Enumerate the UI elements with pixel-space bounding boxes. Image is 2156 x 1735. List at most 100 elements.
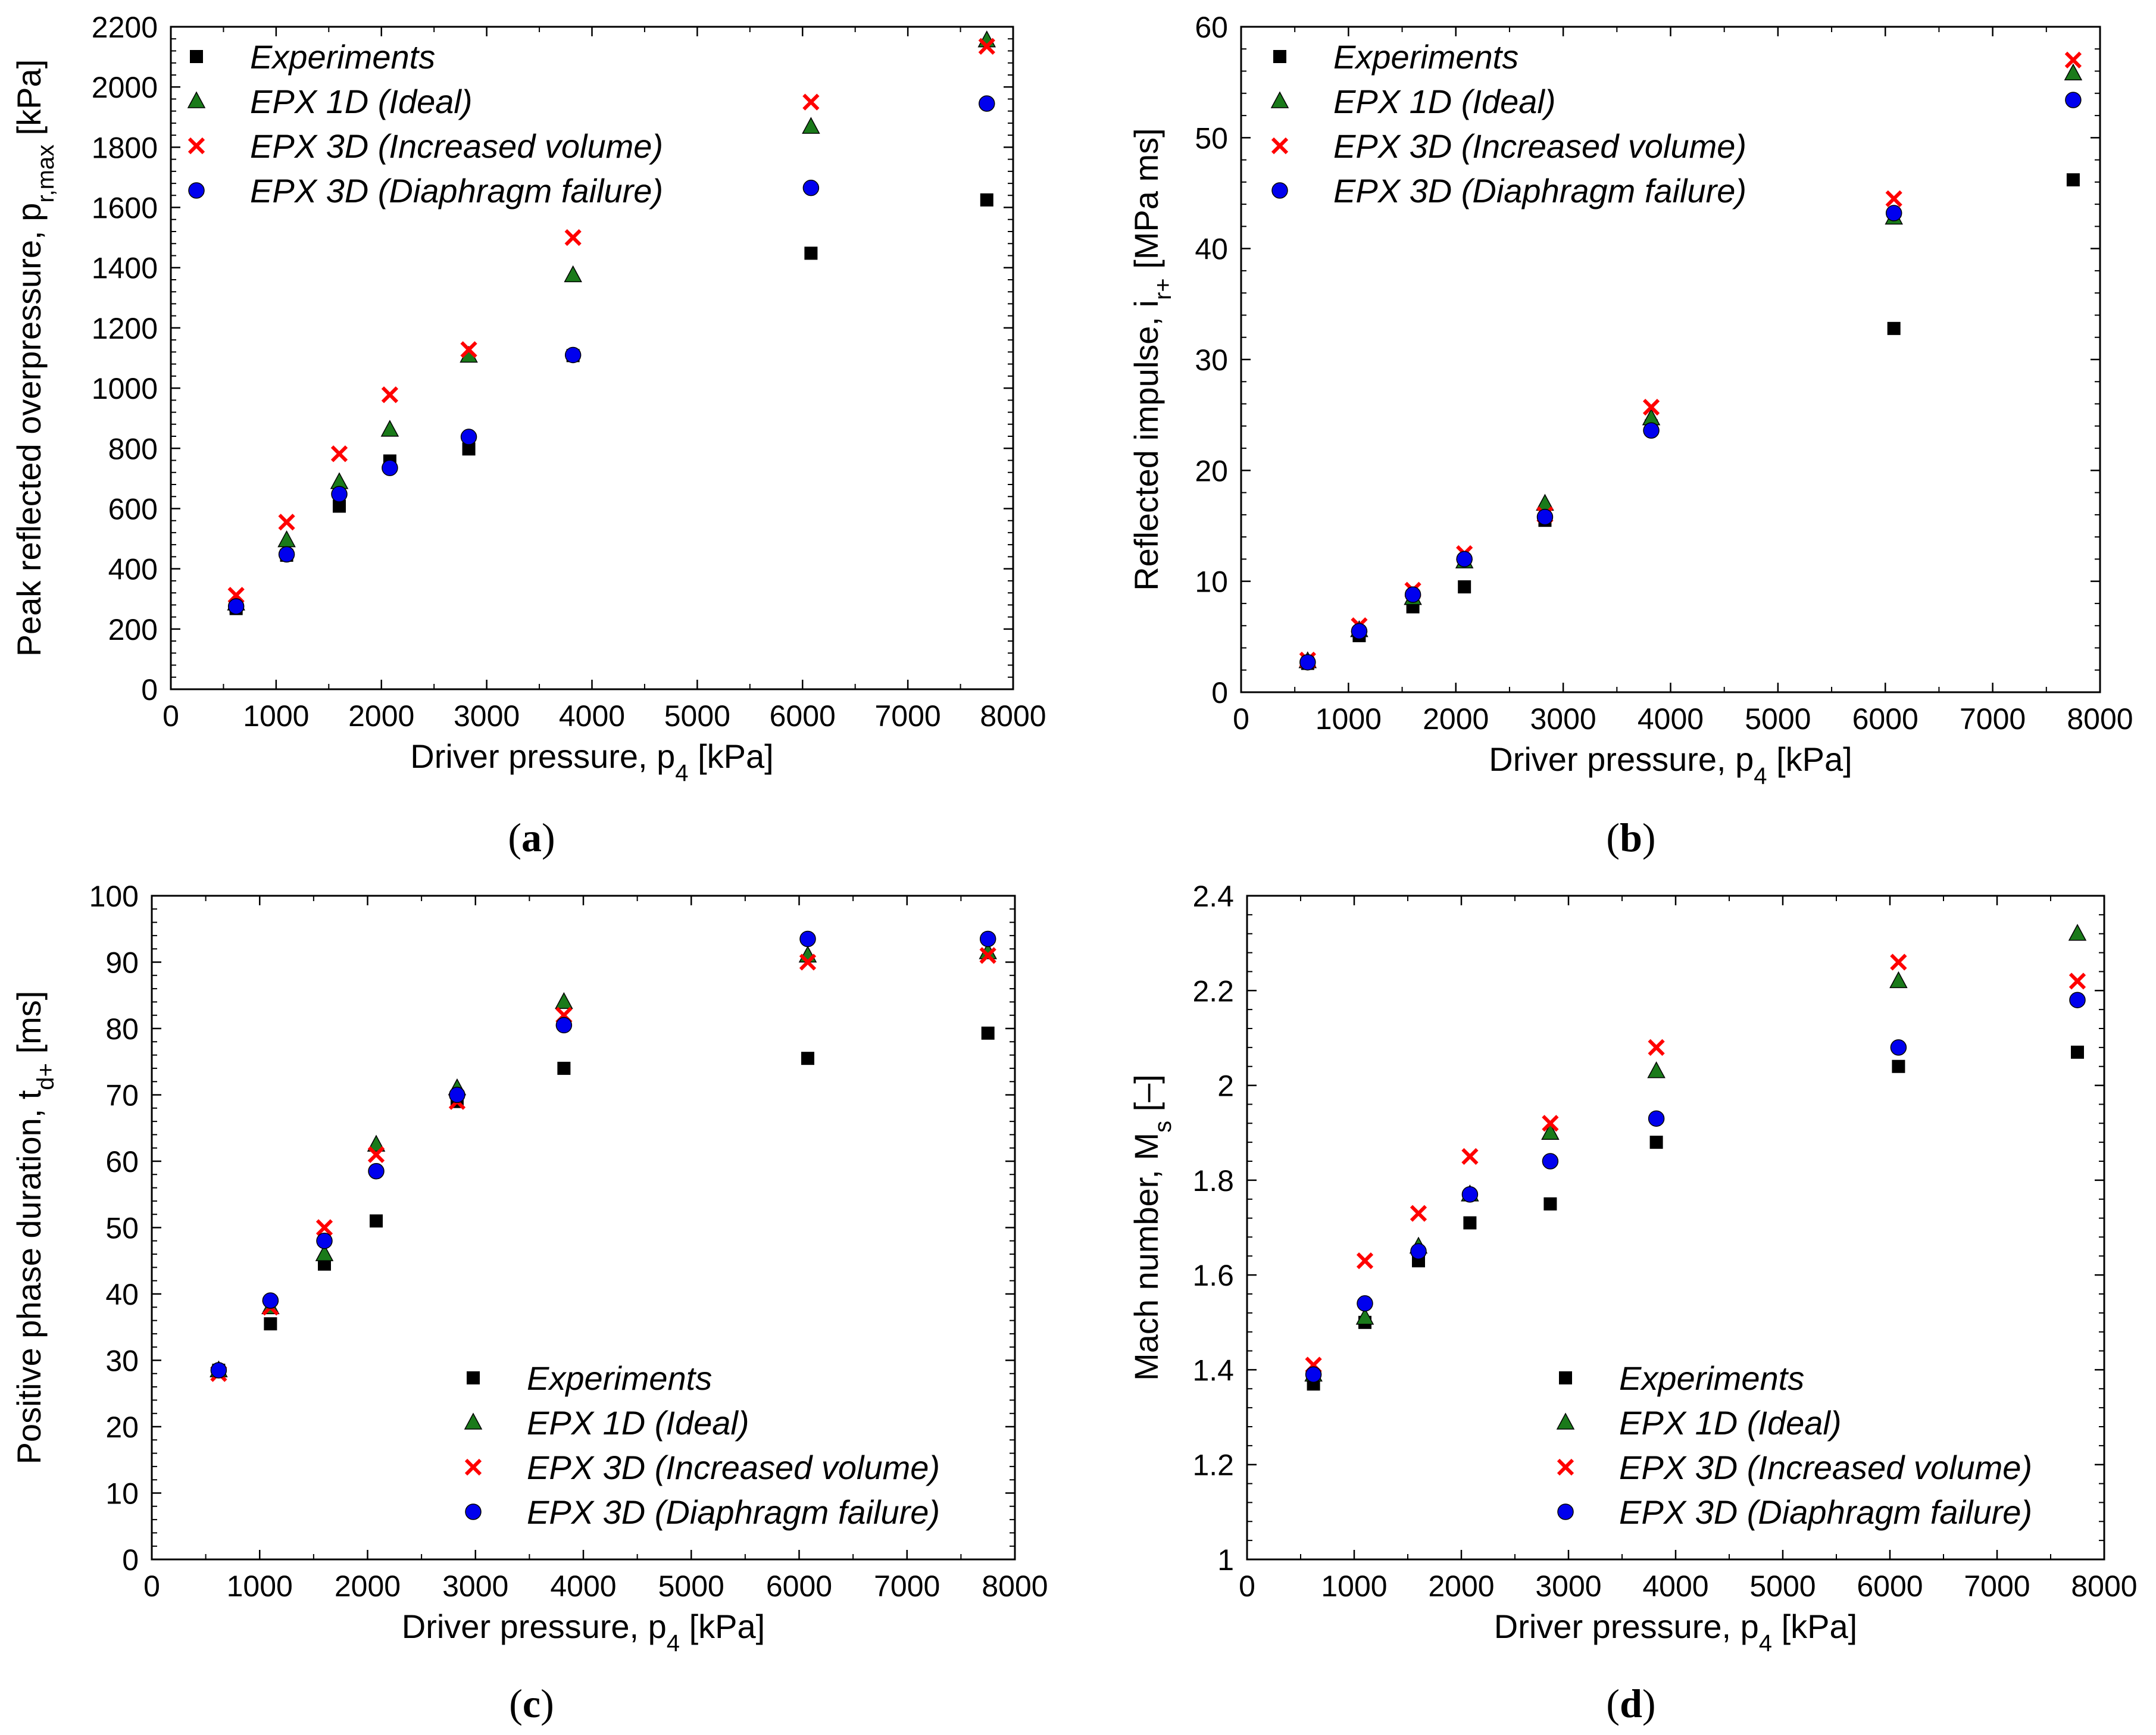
data-point bbox=[799, 930, 816, 948]
data-point bbox=[802, 93, 820, 111]
y-tick-label: 30 bbox=[1195, 343, 1228, 377]
legend-marker bbox=[464, 1412, 483, 1430]
panel-caption: (b) bbox=[1606, 815, 1655, 860]
legend-marker bbox=[464, 1458, 482, 1476]
y-tick-label: 800 bbox=[108, 432, 158, 465]
legend-entry: EPX 1D (Ideal) bbox=[527, 1404, 749, 1442]
x-tick-label: 8000 bbox=[982, 1570, 1048, 1603]
data-point bbox=[1542, 1153, 1559, 1170]
panel-caption: (c) bbox=[509, 1681, 554, 1726]
x-tick-label: 5000 bbox=[1745, 702, 1811, 736]
x-tick-label: 1000 bbox=[1321, 1570, 1387, 1603]
data-point bbox=[1885, 190, 1902, 207]
y-tick-label: 600 bbox=[108, 492, 158, 526]
y-tick-label: 10 bbox=[105, 1477, 139, 1511]
legend: Experiments EPX 1D (Ideal) EPX 3D (Increas… bbox=[1556, 1359, 2032, 1531]
x-tick-label: 6000 bbox=[1857, 1570, 1923, 1603]
data-point bbox=[1890, 954, 1907, 971]
data-point bbox=[333, 499, 346, 513]
legend-marker bbox=[1270, 91, 1289, 108]
data-point bbox=[801, 1052, 814, 1065]
y-tick-label: 80 bbox=[105, 1012, 139, 1046]
x-tick-label: 7000 bbox=[875, 699, 941, 733]
legend-marker bbox=[188, 137, 205, 155]
data-point bbox=[278, 514, 295, 531]
x-tick-label: 0 bbox=[1239, 1570, 1255, 1603]
y-tick-label: 0 bbox=[141, 673, 158, 706]
x-tick-label: 5000 bbox=[1749, 1570, 1816, 1603]
y-tick-label: 200 bbox=[108, 613, 158, 646]
data-point bbox=[368, 1162, 385, 1180]
data-point bbox=[1541, 1123, 1560, 1140]
x-tick-label: 2000 bbox=[1423, 702, 1489, 736]
data-point bbox=[1887, 321, 1901, 335]
y-tick-label: 2 bbox=[1217, 1070, 1234, 1103]
legend-marker bbox=[465, 1503, 482, 1520]
x-tick-label: 3000 bbox=[1535, 1570, 1601, 1603]
data-point bbox=[1456, 551, 1473, 568]
y-tick-label: 50 bbox=[1195, 121, 1228, 155]
data-point bbox=[804, 246, 818, 260]
legend-entry: EPX 3D (Increased volume) bbox=[527, 1449, 940, 1486]
y-tick-label: 1400 bbox=[92, 252, 158, 285]
data-point bbox=[316, 1233, 333, 1249]
x-axis-label: Driver pressure, p4 [kPa] bbox=[402, 1608, 765, 1656]
legend-marker bbox=[188, 182, 205, 199]
data-point bbox=[1542, 1115, 1559, 1132]
legend-marker bbox=[467, 1371, 480, 1384]
data-point bbox=[980, 193, 993, 207]
y-tick-label: 0 bbox=[122, 1543, 139, 1577]
data-point bbox=[1536, 508, 1554, 526]
y-tick-label: 20 bbox=[1195, 454, 1228, 487]
data-point bbox=[1648, 1110, 1665, 1127]
data-point bbox=[1356, 1252, 1374, 1270]
x-tick-label: 3000 bbox=[442, 1570, 508, 1603]
x-tick-label: 5000 bbox=[664, 699, 730, 733]
data-point bbox=[262, 1292, 279, 1309]
legend-entry: EPX 3D (Diaphragm failure) bbox=[1619, 1493, 2032, 1531]
data-point bbox=[555, 992, 573, 1009]
series-2 bbox=[1305, 954, 2086, 1374]
data-point bbox=[370, 1214, 383, 1228]
data-point bbox=[1543, 1197, 1557, 1211]
data-point bbox=[2071, 1045, 2084, 1059]
series-3 bbox=[210, 930, 996, 1378]
legend-entry: EPX 3D (Diaphragm failure) bbox=[1333, 172, 1746, 210]
y-tick-label: 0 bbox=[1211, 676, 1228, 709]
legend-entry: EPX 1D (Ideal) bbox=[250, 83, 473, 120]
data-point bbox=[278, 546, 295, 563]
data-point bbox=[1649, 1136, 1663, 1149]
legend-entry: EPX 1D (Ideal) bbox=[1619, 1404, 1842, 1442]
data-point bbox=[227, 598, 245, 615]
legend-entry: EPX 3D (Increased volume) bbox=[250, 127, 663, 165]
data-point bbox=[380, 420, 399, 437]
y-tick-label: 2.4 bbox=[1192, 880, 1234, 913]
x-tick-label: 1000 bbox=[1316, 702, 1382, 736]
data-point bbox=[555, 1017, 573, 1034]
legend-marker bbox=[1271, 182, 1288, 199]
y-tick-label: 50 bbox=[105, 1212, 139, 1245]
data-point bbox=[799, 954, 817, 971]
y-tick-label: 90 bbox=[105, 946, 139, 980]
x-tick-label: 4000 bbox=[1638, 702, 1704, 736]
panel-caption: (a) bbox=[508, 815, 555, 860]
x-tick-label: 0 bbox=[143, 1570, 160, 1603]
x-axis-label: Driver pressure, p4 [kPa] bbox=[1494, 1608, 1857, 1656]
data-point bbox=[2069, 992, 2086, 1008]
x-tick-label: 6000 bbox=[770, 699, 836, 733]
y-tick-label: 1000 bbox=[92, 372, 158, 405]
series-3 bbox=[1305, 992, 2086, 1383]
legend-marker bbox=[1557, 1458, 1574, 1476]
x-tick-label: 4000 bbox=[550, 1570, 616, 1603]
legend: Experiments EPX 1D (Ideal) EPX 3D (Increas… bbox=[464, 1359, 940, 1531]
data-point bbox=[802, 179, 820, 196]
data-point bbox=[460, 429, 477, 445]
legend-entry: EPX 3D (Diaphragm failure) bbox=[250, 172, 663, 210]
legend-entry: Experiments bbox=[1333, 38, 1518, 76]
y-tick-label: 1 bbox=[1217, 1543, 1234, 1577]
data-point bbox=[1410, 1205, 1427, 1222]
y-tick-label: 1600 bbox=[92, 192, 158, 225]
x-tick-label: 6000 bbox=[766, 1570, 832, 1603]
data-point bbox=[981, 1026, 995, 1040]
data-point bbox=[1357, 1295, 1373, 1312]
